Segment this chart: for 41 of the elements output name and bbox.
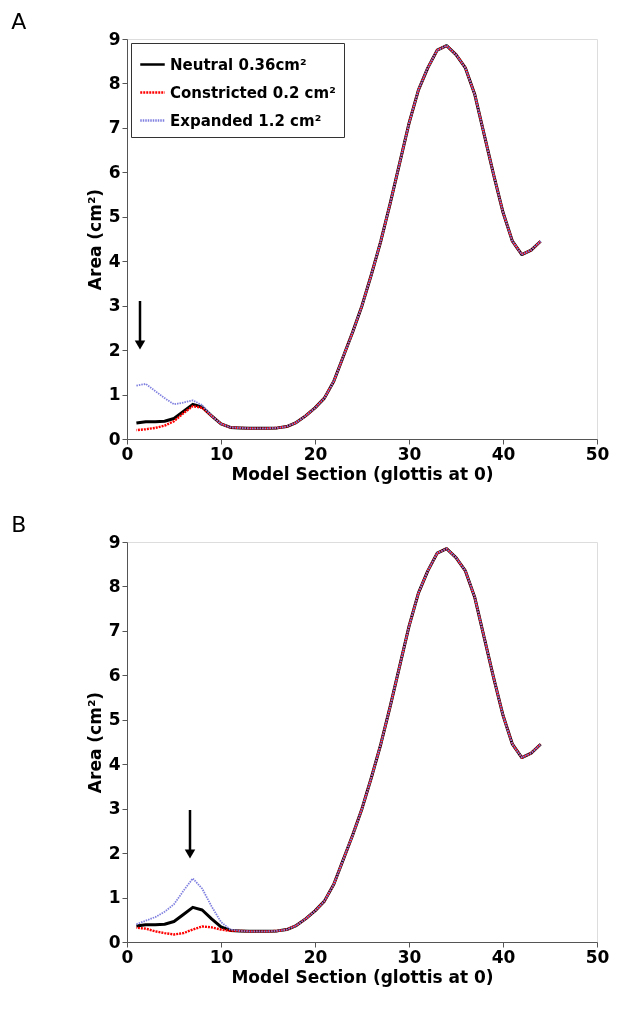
y-tick-label: 5 (108, 709, 121, 730)
y-tick-label: 4 (108, 250, 121, 271)
y-tick-label: 8 (108, 575, 121, 596)
x-tick-label: 30 (397, 946, 422, 967)
y-tick-label: 8 (108, 72, 121, 93)
y-tick-label: 9 (108, 28, 121, 49)
y-tick-label: 3 (108, 295, 121, 316)
legend-label: Constricted 0.2 cm² (170, 83, 336, 102)
x-tick-label: 50 (585, 443, 610, 464)
y-tick-label: 1 (108, 887, 121, 908)
y-tick-label: 4 (108, 753, 121, 774)
x-tick-label: 20 (303, 946, 328, 967)
y-tick-label: 6 (108, 664, 121, 685)
legend-label: Expanded 1.2 cm² (170, 111, 322, 130)
y-axis-title: Area (cm²) (84, 188, 105, 291)
y-tick-label: 5 (108, 206, 121, 227)
y-tick-label: 2 (108, 339, 121, 360)
y-tick-label: 0 (108, 428, 121, 449)
y-axis-title: Area (cm²) (84, 691, 105, 794)
x-axis-title: Model Section (glottis at 0) (231, 463, 494, 484)
x-tick-label: 10 (209, 946, 234, 967)
x-tick-label: 0 (121, 946, 134, 967)
chart-title: B (11, 512, 27, 537)
y-tick-label: 6 (108, 161, 121, 182)
x-tick-label: 20 (303, 443, 328, 464)
y-tick-label: 9 (108, 531, 121, 552)
x-tick-label: 10 (209, 443, 234, 464)
y-tick-label: 7 (108, 117, 121, 138)
chart-title: A (11, 9, 27, 34)
legend-label: Neutral 0.36cm² (170, 55, 307, 74)
x-tick-label: 50 (585, 946, 610, 967)
y-tick-label: 1 (108, 384, 121, 405)
x-axis-title: Model Section (glottis at 0) (231, 966, 494, 987)
x-tick-label: 40 (491, 443, 516, 464)
y-tick-label: 7 (108, 620, 121, 641)
y-tick-label: 3 (108, 798, 121, 819)
y-tick-label: 0 (108, 931, 121, 952)
y-tick-label: 2 (108, 842, 121, 863)
x-tick-label: 40 (491, 946, 516, 967)
x-tick-label: 30 (397, 443, 422, 464)
x-tick-label: 0 (121, 443, 134, 464)
